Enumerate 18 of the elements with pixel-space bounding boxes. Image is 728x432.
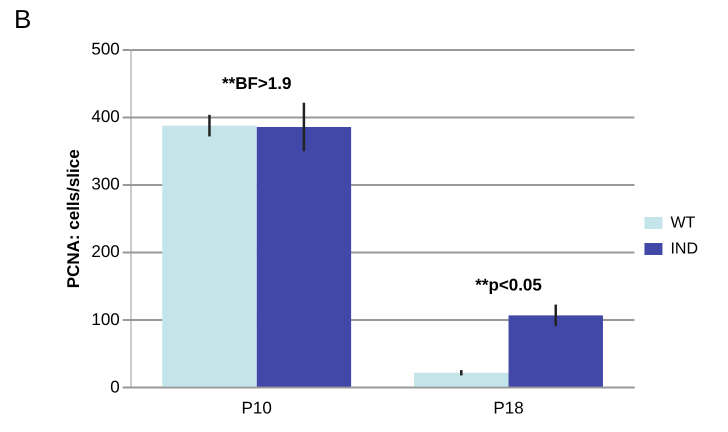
y-tick-label: 400 [91,107,120,126]
y-tick-label: 200 [91,242,120,262]
x-tick-label: P18 [493,398,524,418]
bar [162,126,257,387]
y-tick-label: 100 [91,310,120,329]
y-tick-label: 300 [91,174,120,194]
y-tick-label: 0 [110,377,120,396]
y-tick-label: 500 [91,40,120,59]
bar [414,372,509,387]
annotation: **p<0.05 [475,276,542,295]
bar [256,126,352,387]
legend-label: IND [670,240,698,258]
x-tick-label: P10 [242,398,272,418]
y-axis-title: PCNA: cells/slice [64,149,83,288]
legend-label: WT [670,214,696,232]
bar [508,315,603,387]
annotation: **BF>1.9 [222,74,292,93]
chart-title: B [14,4,32,35]
